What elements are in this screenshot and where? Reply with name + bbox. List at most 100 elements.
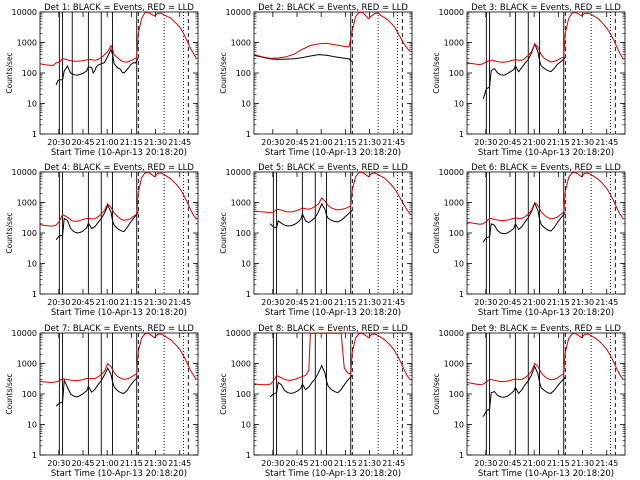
- x-tick-label: 21:30: [571, 138, 594, 147]
- x-tick-label: 20:30: [261, 298, 284, 307]
- x-axis-label: Start Time (10-Apr-13 20:18:20): [51, 308, 187, 318]
- y-tick-label: 1: [246, 451, 251, 460]
- lld-series-line: [39, 11, 197, 67]
- x-tick-label: 21:45: [168, 459, 191, 468]
- y-tick-label: 100: [449, 69, 464, 78]
- lld-series-line: [39, 171, 197, 227]
- y-tick-label: 10000: [226, 8, 251, 17]
- events-series-line: [482, 42, 566, 100]
- x-tick-label: 20:45: [498, 459, 521, 468]
- x-tick-label: 21:45: [168, 298, 191, 307]
- x-tick-label: 21:45: [382, 459, 405, 468]
- y-tick-label: 10000: [12, 8, 37, 17]
- x-tick-label: 21:45: [382, 138, 405, 147]
- y-tick-label: 1000: [231, 39, 251, 48]
- y-axis-label: Counts/sec: [432, 52, 441, 93]
- lld-series-line: [466, 171, 624, 225]
- lld-series-line: [466, 332, 624, 386]
- y-tick-label: 100: [22, 69, 37, 78]
- detector-panel-7: 1 10 100 1000 10000 20:30 20:45 21:00 21:15 21:30…: [5, 324, 199, 479]
- plot-frame: [39, 332, 199, 456]
- lld-series-line: [466, 11, 624, 66]
- y-axis-label: Counts/sec: [5, 52, 14, 93]
- x-tick-label: 20:45: [285, 459, 308, 468]
- lld-series-line: [253, 332, 411, 386]
- x-tick-label: 21:45: [595, 459, 618, 468]
- y-tick-label: 10: [27, 260, 37, 269]
- y-tick-label: 10: [454, 100, 464, 109]
- y-tick-label: 1000: [444, 199, 464, 208]
- x-tick-label: 21:00: [96, 459, 119, 468]
- y-axis-label: Counts/sec: [5, 212, 14, 253]
- y-tick-label: 100: [236, 390, 251, 399]
- plot-frame: [253, 11, 413, 135]
- events-series-line: [269, 364, 353, 398]
- events-series-line: [55, 47, 139, 86]
- x-tick-label: 21:30: [571, 459, 594, 468]
- events-series-line: [482, 201, 566, 243]
- x-tick-label: 20:45: [71, 459, 94, 468]
- x-tick-label: 21:30: [144, 459, 167, 468]
- y-tick-label: 1: [459, 451, 464, 460]
- detector-panel-1: 1 10 100 1000 10000 20:30 20:45 21:00 21:15 21:30…: [5, 3, 199, 158]
- y-tick-label: 1: [32, 451, 37, 460]
- panel-title: Det 3: BLACK = Events, RED = LLD: [471, 3, 621, 13]
- x-axis-label: Start Time (10-Apr-13 20:18:20): [478, 308, 614, 318]
- x-tick-label: 21:15: [547, 459, 570, 468]
- panel-title: Det 8: BLACK = Events, RED = LLD: [258, 324, 408, 334]
- y-axis-label: Counts/sec: [219, 212, 228, 253]
- y-tick-label: 10: [27, 421, 37, 430]
- x-tick-label: 21:00: [523, 298, 546, 307]
- x-tick-label: 20:30: [47, 138, 70, 147]
- x-tick-label: 21:45: [595, 298, 618, 307]
- x-tick-label: 21:45: [382, 298, 405, 307]
- y-tick-label: 10000: [439, 329, 464, 338]
- y-tick-label: 100: [236, 69, 251, 78]
- detector-panel-8: 1 10 100 1000 10000 20:30 20:45 21:00 21:15 21:30…: [219, 324, 413, 479]
- x-tick-label: 21:00: [96, 298, 119, 307]
- y-tick-label: 10: [241, 421, 251, 430]
- panel-title: Det 9: BLACK = Events, RED = LLD: [471, 324, 621, 334]
- x-tick-label: 21:15: [334, 459, 357, 468]
- y-tick-label: 10000: [12, 329, 37, 338]
- y-axis-label: Counts/sec: [432, 212, 441, 253]
- x-axis-label: Start Time (10-Apr-13 20:18:20): [265, 148, 401, 158]
- x-tick-label: 20:45: [285, 298, 308, 307]
- lld-series-line: [253, 171, 411, 215]
- panel-title: Det 7: BLACK = Events, RED = LLD: [44, 324, 194, 334]
- x-tick-label: 20:30: [474, 298, 497, 307]
- x-tick-label: 21:45: [595, 138, 618, 147]
- y-tick-label: 1: [32, 290, 37, 299]
- y-tick-label: 1000: [444, 360, 464, 369]
- x-tick-label: 21:15: [547, 298, 570, 307]
- x-axis-label: Start Time (10-Apr-13 20:18:20): [478, 469, 614, 479]
- x-tick-label: 21:30: [144, 298, 167, 307]
- y-tick-label: 100: [449, 229, 464, 238]
- x-axis-label: Start Time (10-Apr-13 20:18:20): [265, 469, 401, 479]
- x-tick-label: 21:00: [523, 138, 546, 147]
- y-tick-label: 10000: [439, 168, 464, 177]
- x-tick-label: 21:45: [168, 138, 191, 147]
- x-tick-label: 21:30: [358, 459, 381, 468]
- x-tick-label: 21:15: [120, 459, 143, 468]
- y-tick-label: 100: [22, 390, 37, 399]
- y-tick-label: 10: [241, 100, 251, 109]
- panel-title: Det 2: BLACK = Events, RED = LLD: [258, 3, 408, 13]
- y-tick-label: 1: [459, 130, 464, 139]
- events-series-line: [482, 365, 566, 417]
- y-tick-label: 1000: [444, 39, 464, 48]
- y-tick-label: 10: [27, 100, 37, 109]
- y-tick-label: 100: [449, 390, 464, 399]
- x-axis-label: Start Time (10-Apr-13 20:18:20): [478, 148, 614, 158]
- events-series-line: [253, 54, 353, 62]
- plot-frame: [39, 171, 199, 295]
- x-tick-label: 21:15: [547, 138, 570, 147]
- panel-title: Det 1: BLACK = Events, RED = LLD: [44, 3, 194, 13]
- y-tick-label: 1000: [17, 199, 37, 208]
- x-tick-label: 21:00: [310, 138, 333, 147]
- y-tick-label: 10000: [226, 168, 251, 177]
- y-tick-label: 10: [454, 421, 464, 430]
- x-tick-label: 21:30: [358, 138, 381, 147]
- detector-panel-6: 1 10 100 1000 10000 20:30 20:45 21:00 21:15 21:30…: [432, 163, 626, 318]
- y-tick-label: 1: [32, 130, 37, 139]
